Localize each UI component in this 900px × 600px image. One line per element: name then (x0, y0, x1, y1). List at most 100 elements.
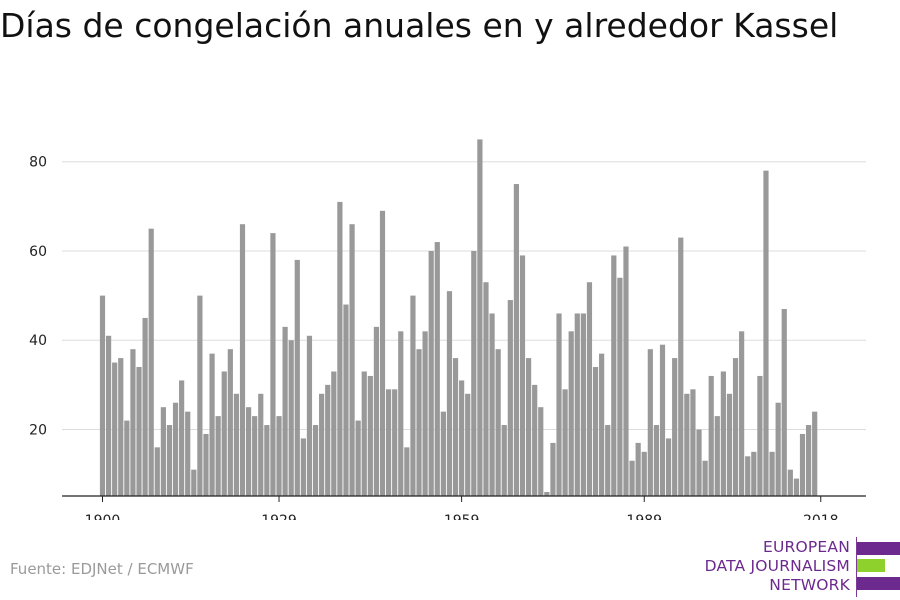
bar-1948 (392, 389, 398, 496)
bar-1985 (617, 277, 623, 496)
bar-chart: 20 40 60 80 1900 1929 1959 1989 2018 (29, 139, 866, 520)
logo-bar-top (857, 542, 900, 555)
chart-title: Días de congelación anuales en y alreded… (0, 6, 839, 45)
bar-2012 (781, 309, 787, 496)
logo-line-3: NETWORK (769, 576, 850, 594)
bar-1991 (653, 425, 660, 496)
bar-1923 (239, 224, 246, 496)
bar-1908 (148, 228, 154, 497)
bar-1920 (221, 371, 227, 496)
bars (99, 139, 818, 497)
edjnet-logo: EUROPEAN DATA JOURNALISM NETWORK (700, 537, 900, 597)
bar-1938 (331, 371, 337, 496)
bar-1901 (105, 335, 112, 496)
bar-2004 (732, 358, 739, 496)
bar-1926 (258, 393, 264, 496)
bar-1968 (513, 184, 520, 497)
bar-1949 (398, 331, 404, 496)
bar-2016 (805, 425, 812, 496)
bar-1967 (507, 300, 513, 496)
bar-1995 (678, 237, 684, 496)
y-tick-label: 80 (29, 155, 47, 171)
bar-1932 (294, 259, 300, 496)
x-tick-label: 1929 (261, 513, 297, 520)
bar-2006 (745, 456, 751, 496)
bar-1999 (702, 460, 708, 496)
bar-1905 (130, 349, 136, 496)
bar-1935 (312, 425, 319, 496)
bar-1940 (343, 304, 349, 496)
bar-1974 (550, 442, 556, 496)
bar-2001 (714, 416, 720, 496)
bar-1911 (166, 425, 173, 496)
bar-1950 (404, 447, 410, 496)
bar-1957 (446, 291, 453, 496)
bar-1970 (525, 358, 532, 496)
bar-2014 (793, 478, 800, 496)
bar-1966 (501, 425, 507, 496)
bar-1980 (586, 282, 593, 496)
bar-1952 (416, 349, 422, 496)
bar-1951 (410, 295, 416, 496)
bar-2010 (769, 451, 775, 496)
bar-2005 (739, 331, 745, 496)
x-tick-label: 1959 (444, 513, 480, 520)
bar-2003 (726, 393, 733, 496)
bar-1929 (276, 416, 282, 496)
bar-1972 (538, 407, 544, 496)
bar-1971 (532, 384, 538, 496)
logo-divider (856, 537, 857, 597)
bar-1928 (270, 233, 276, 496)
bar-1994 (672, 358, 678, 496)
bar-1918 (209, 353, 215, 496)
bar-1930 (282, 326, 288, 496)
bar-1906 (136, 367, 142, 496)
bar-1988 (635, 442, 641, 496)
bar-1925 (252, 416, 258, 496)
bar-1976 (562, 389, 568, 496)
logo-bar-bottom (857, 577, 900, 590)
bar-1989 (641, 451, 647, 496)
bar-1961 (471, 250, 477, 496)
bar-1965 (495, 349, 501, 496)
bar-1931 (288, 340, 294, 496)
bar-1983 (605, 425, 611, 496)
bar-1981 (592, 367, 599, 496)
bar-2002 (720, 371, 726, 496)
bar-1998 (696, 429, 702, 496)
bar-1909 (154, 447, 160, 496)
bar-1982 (599, 353, 605, 496)
bar-2008 (757, 375, 763, 496)
bar-2011 (775, 402, 781, 496)
logo-line-1: EUROPEAN (762, 538, 850, 556)
bar-1956 (440, 411, 446, 496)
bar-2000 (708, 375, 714, 496)
bar-1937 (325, 384, 331, 496)
bar-1916 (197, 295, 203, 496)
bar-1969 (519, 255, 526, 496)
bar-1996 (684, 393, 690, 496)
bar-2007 (751, 451, 757, 496)
bar-1907 (142, 317, 148, 496)
x-tick-label: 1900 (85, 513, 121, 520)
bar-1984 (611, 255, 617, 496)
y-tick-label: 40 (29, 333, 47, 349)
bar-1977 (568, 331, 574, 496)
bar-1960 (465, 393, 471, 496)
y-axis-labels: 20 40 60 80 (29, 155, 47, 439)
bar-1987 (629, 460, 635, 496)
bar-1959 (459, 380, 465, 496)
bar-1992 (659, 344, 666, 496)
bar-2013 (787, 469, 793, 496)
bar-1947 (385, 389, 392, 496)
bar-1975 (556, 313, 562, 496)
bar-1945 (373, 326, 380, 496)
bar-2015 (799, 433, 806, 496)
bar-1963 (483, 282, 489, 496)
bar-1917 (203, 433, 209, 496)
bar-1943 (361, 371, 367, 496)
bar-1954 (428, 250, 434, 496)
bar-1902 (112, 362, 118, 496)
source-note: Fuente: EDJNet / ECMWF (10, 560, 194, 578)
bar-1936 (319, 393, 325, 496)
